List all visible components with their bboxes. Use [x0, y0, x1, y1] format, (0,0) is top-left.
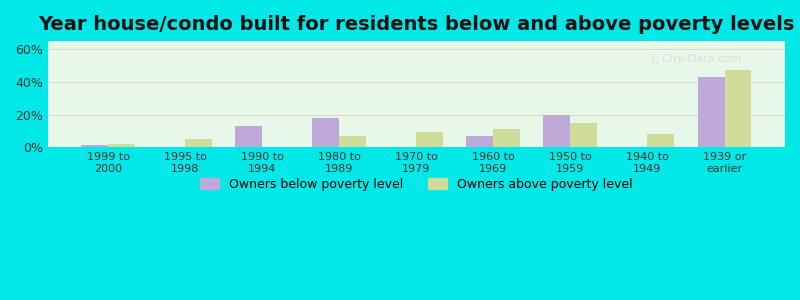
Text: Ⓢ City-Data.com: Ⓢ City-Data.com [652, 54, 742, 64]
Bar [494, 129, 520, 147]
Bar [82, 146, 108, 147]
Bar [312, 118, 339, 147]
Bar [235, 126, 262, 147]
Bar [466, 136, 494, 147]
Title: Year house/condo built for residents below and above poverty levels: Year house/condo built for residents bel… [38, 15, 794, 34]
Bar [647, 134, 674, 147]
Bar [543, 115, 570, 147]
Bar [698, 77, 725, 147]
Bar [725, 70, 751, 147]
Bar [570, 123, 598, 147]
Legend: Owners below poverty level, Owners above poverty level: Owners below poverty level, Owners above… [195, 173, 638, 196]
Bar [416, 133, 443, 147]
Bar [339, 136, 366, 147]
Bar [108, 144, 135, 147]
Bar [186, 139, 212, 147]
